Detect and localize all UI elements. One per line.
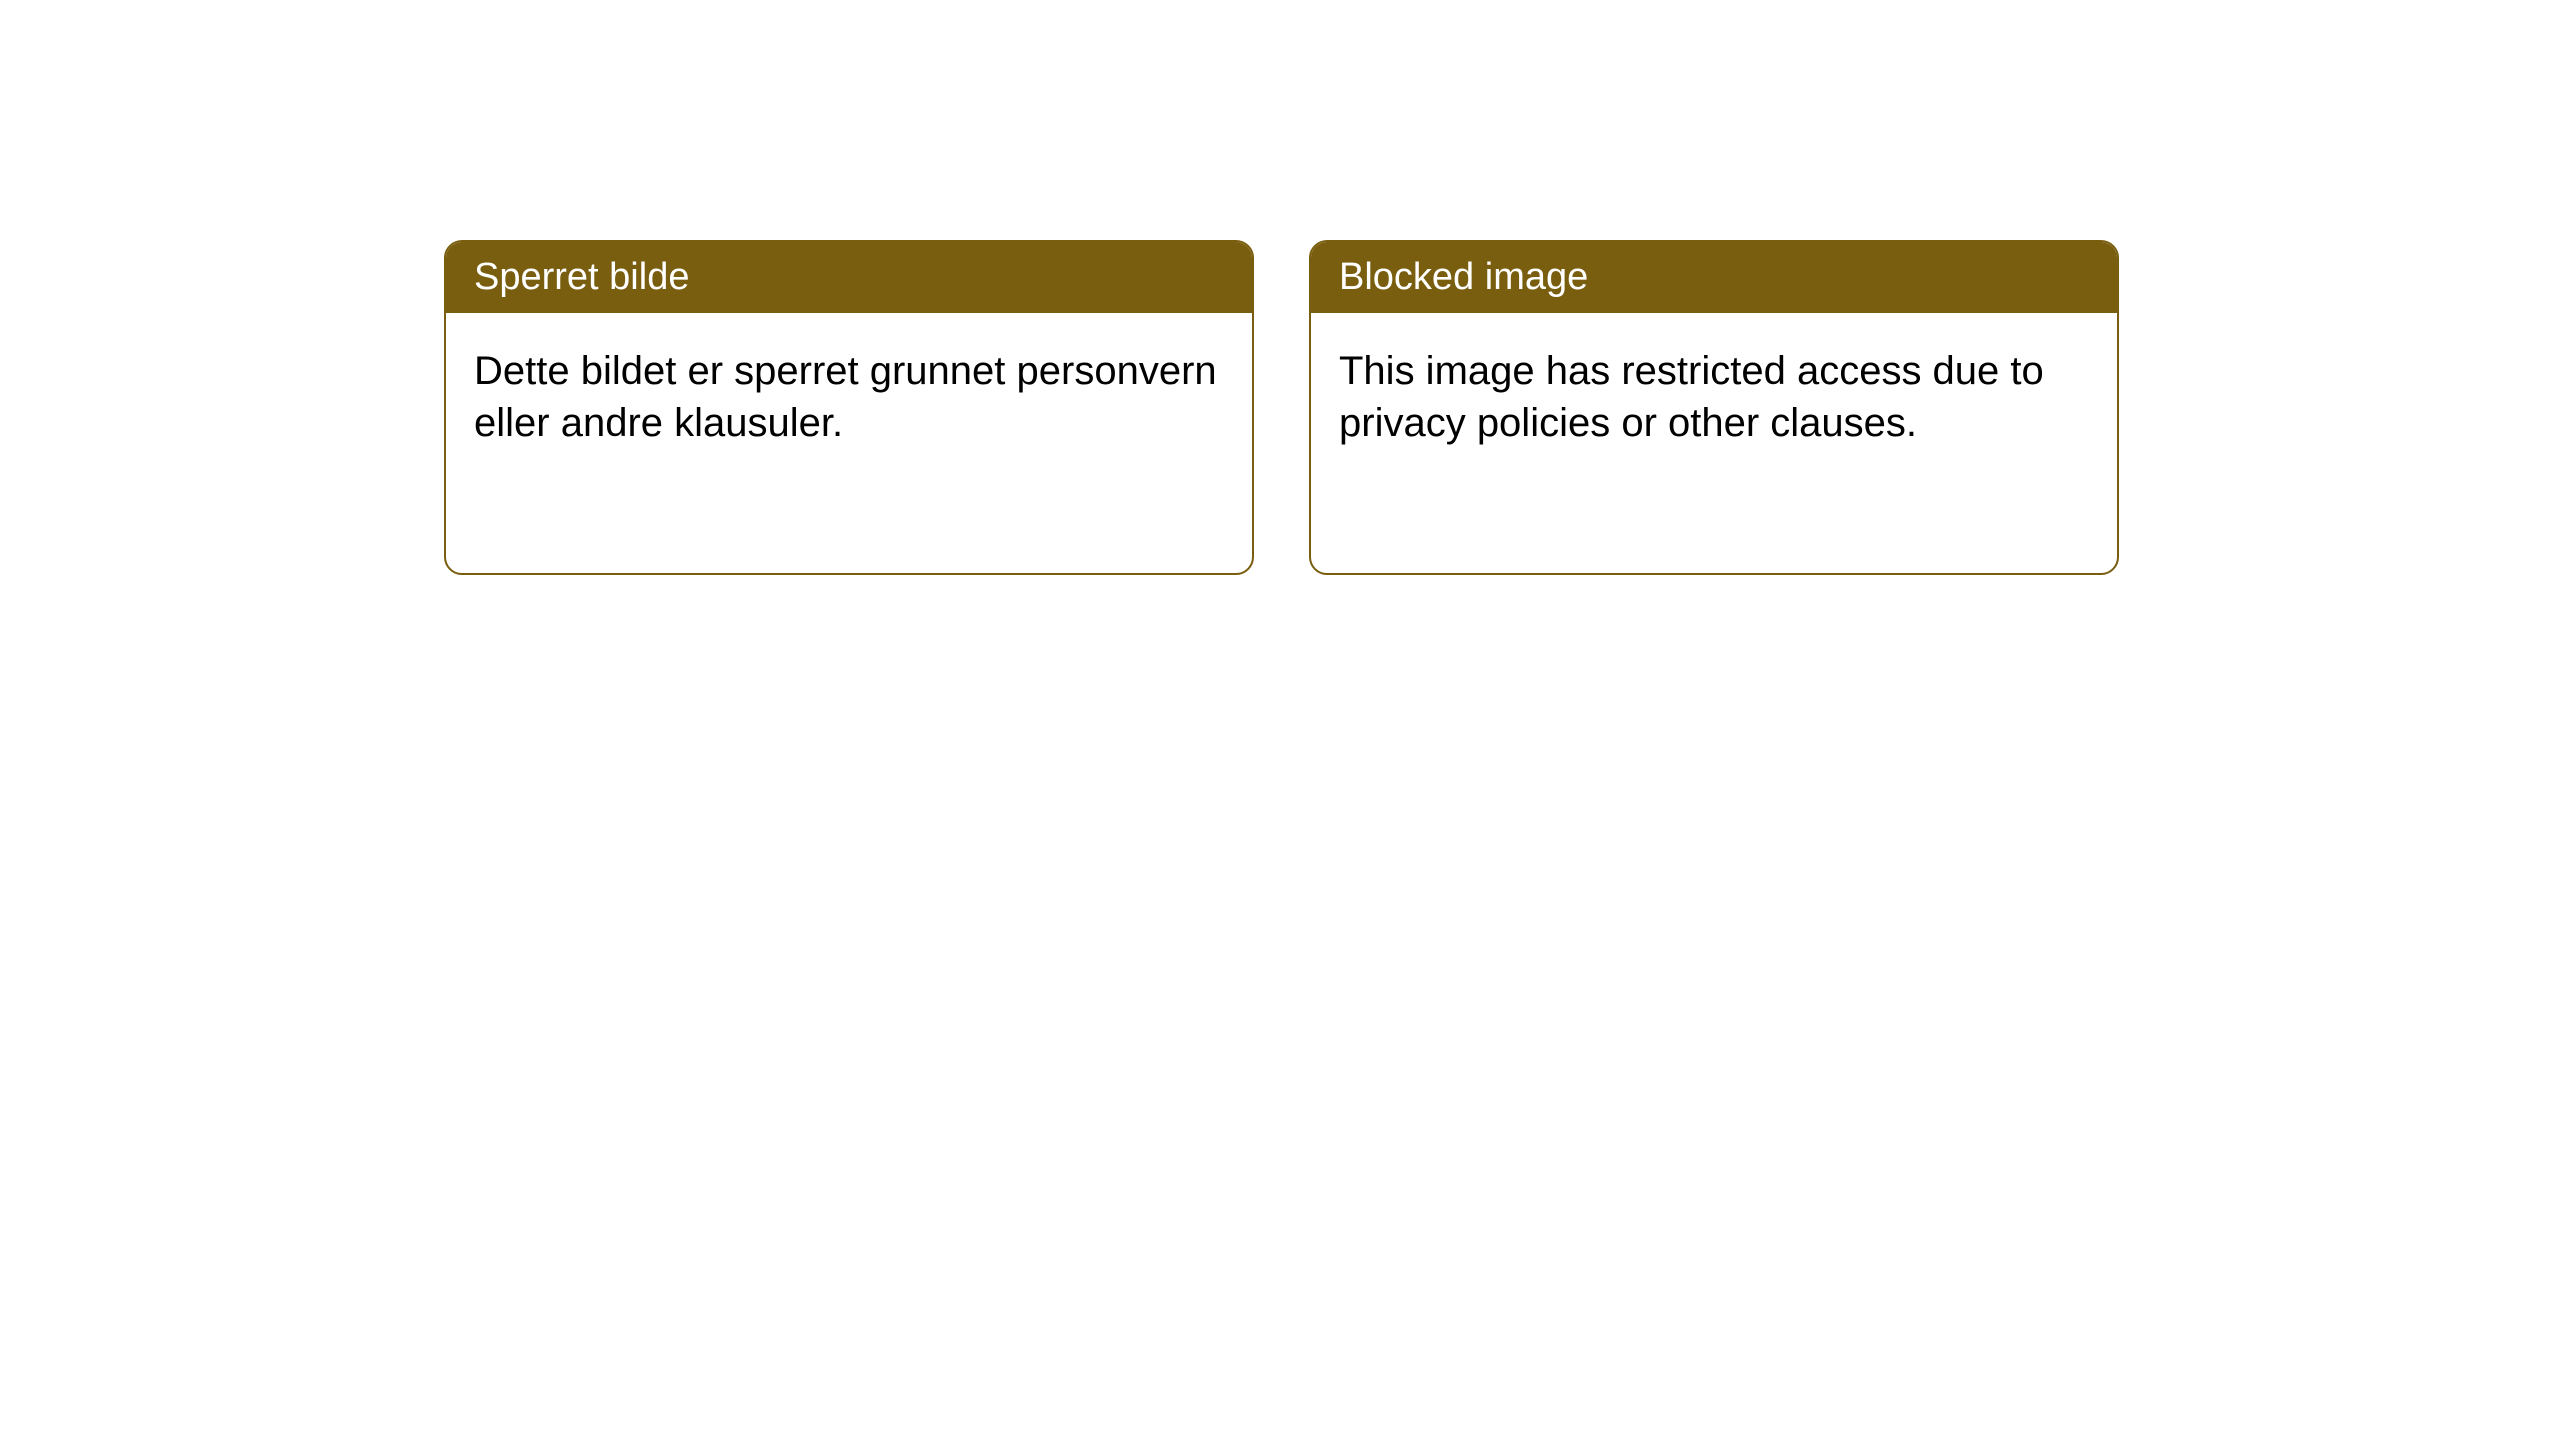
card-header: Sperret bilde [446,242,1252,313]
card-body-text: This image has restricted access due to … [1339,349,2044,445]
card-body: Dette bildet er sperret grunnet personve… [446,313,1252,481]
notice-card-norwegian: Sperret bilde Dette bildet er sperret gr… [444,240,1254,575]
card-body-text: Dette bildet er sperret grunnet personve… [474,349,1217,445]
notice-cards-container: Sperret bilde Dette bildet er sperret gr… [444,240,2119,575]
card-header-text: Blocked image [1339,256,1588,298]
notice-card-english: Blocked image This image has restricted … [1309,240,2119,575]
card-header-text: Sperret bilde [474,256,689,298]
card-body: This image has restricted access due to … [1311,313,2117,481]
card-header: Blocked image [1311,242,2117,313]
